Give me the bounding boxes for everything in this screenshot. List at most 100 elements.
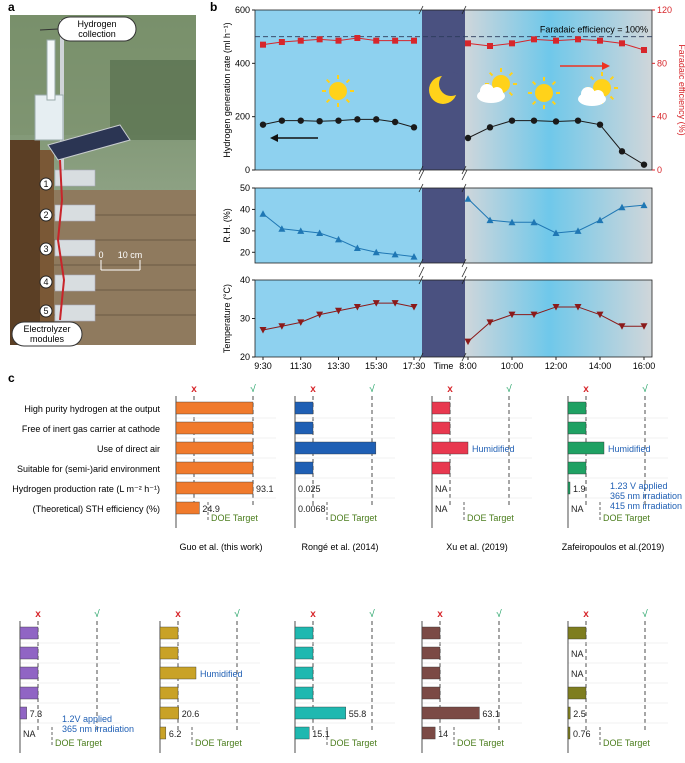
scale-zero: 0 xyxy=(98,250,103,260)
study-bar xyxy=(421,626,441,640)
x-tick-label: 17:30 xyxy=(403,361,426,370)
rh-chart-point xyxy=(297,227,305,234)
hydrogen-point xyxy=(618,148,626,155)
panel-c-comparison: c High purity hydrogen at the output Free… xyxy=(8,371,682,753)
temperature-chart-point xyxy=(574,303,582,311)
axis-break-mark xyxy=(461,258,467,268)
humidified-label: Humidified xyxy=(608,444,651,454)
module-5-label: 5 xyxy=(43,306,48,316)
note-label: 1.23 V applied xyxy=(610,481,668,491)
study-bar xyxy=(421,726,436,740)
axis-break-mark xyxy=(461,352,467,362)
study-bar xyxy=(19,626,39,640)
y2-tick-label: 40 xyxy=(657,112,667,122)
cloud-icon xyxy=(578,87,606,106)
study-bar xyxy=(159,706,179,720)
temperature-chart-point xyxy=(259,327,267,334)
faradaic-point xyxy=(392,37,399,44)
study-bar xyxy=(19,646,39,660)
electrolyzer-modules-callout xyxy=(11,321,83,347)
rh-chart-point xyxy=(530,218,538,226)
note-label: 415 nm irradiation xyxy=(610,501,682,511)
row-label: Use of direct air xyxy=(97,444,160,454)
study-bar xyxy=(431,421,451,435)
module-4-marker xyxy=(39,275,53,289)
cloud-icon xyxy=(477,84,505,103)
study-bar xyxy=(19,666,39,680)
rh-chart-point xyxy=(464,195,472,202)
temperature-chart-night-bg xyxy=(422,280,465,357)
temperature-chart-point xyxy=(508,311,516,319)
axis-break-mark xyxy=(461,275,467,285)
temperature-chart-point xyxy=(316,311,324,319)
faradaic-point xyxy=(373,37,380,44)
hydrogen-chart-ylabel: Hydrogen generation rate (ml h⁻¹) xyxy=(222,22,232,157)
study-bar xyxy=(421,706,480,720)
study-name: Zafeiropoulos et al.(2019) xyxy=(562,542,665,552)
y-tick-label: 600 xyxy=(235,5,250,15)
rh-chart-point xyxy=(552,229,560,236)
collection-beaker xyxy=(34,94,64,141)
fail-marker: x xyxy=(191,384,197,395)
hydrogen-point xyxy=(464,134,472,142)
hydrogen-point xyxy=(410,124,418,131)
hydrogen-point xyxy=(335,117,342,124)
fail-marker: x xyxy=(310,609,316,620)
temperature-chart-point xyxy=(335,307,342,315)
study-bar xyxy=(567,481,571,495)
doe-target-label: DOE Target xyxy=(603,513,650,523)
fail-marker: x xyxy=(35,609,41,620)
value-label: 63.1 xyxy=(482,709,500,719)
fail-marker: x xyxy=(175,609,181,620)
pass-marker: √ xyxy=(234,608,240,620)
temperature-chart-point xyxy=(552,303,560,311)
hydrogen-point xyxy=(640,161,648,168)
y2-tick-label: 80 xyxy=(657,58,667,68)
pass-marker: √ xyxy=(642,383,648,395)
study-bar xyxy=(567,421,587,435)
study-1: x √ 0.025 0.0068 DOE Target Rongé et al. (201… xyxy=(294,383,395,552)
y-tick-label: 400 xyxy=(235,58,250,68)
study-name: Xu et al. (2019) xyxy=(446,542,508,552)
temperature-chart-point xyxy=(486,319,494,326)
axis-break-mark xyxy=(418,165,424,175)
rh-chart-point xyxy=(410,253,418,260)
value-label: NA xyxy=(23,729,36,739)
study-bar xyxy=(567,706,571,720)
value-label: 93.1 xyxy=(256,484,274,494)
study-3: x √ Humidified 1.9 NA DOE Target 1.23 V applie… xyxy=(562,383,682,552)
study-bar xyxy=(175,441,254,455)
y-tick-label: 50 xyxy=(240,183,250,193)
hydrogen-point xyxy=(373,116,380,123)
temperature-chart: 20 30 40 Temperature (°C) xyxy=(222,275,653,362)
axis-break-mark xyxy=(461,183,467,193)
study-bar xyxy=(294,626,314,640)
rh-chart-point xyxy=(335,235,342,243)
hydrogen-point xyxy=(354,116,361,123)
fail-marker: x xyxy=(447,384,453,395)
pass-marker: √ xyxy=(369,608,375,620)
faradaic-point xyxy=(411,37,417,44)
value-label: 14 xyxy=(438,729,448,739)
study-bar xyxy=(431,461,451,475)
panel-c-letter: c xyxy=(8,371,15,385)
hydrogen-point xyxy=(259,121,267,128)
fail-marker: x xyxy=(583,384,589,395)
wooden-post xyxy=(10,140,40,345)
x-tick-label: 10:00 xyxy=(501,361,524,370)
row-label: Free of inert gas carrier at cathode xyxy=(22,424,160,434)
faradaic-point xyxy=(619,40,625,47)
note-label: 1.2V applied xyxy=(62,714,112,724)
value-label: NA xyxy=(571,669,584,679)
temperature-chart-day2-bg xyxy=(465,280,652,357)
faradaic-point xyxy=(335,37,342,44)
axis-break-mark xyxy=(461,266,468,278)
hydrogen-point xyxy=(391,118,399,126)
module-3-marker xyxy=(39,242,53,256)
study-bar xyxy=(567,726,571,740)
value-label: 55.8 xyxy=(349,709,367,719)
y2-tick-label: 0 xyxy=(657,165,662,175)
faradaic-point xyxy=(553,37,559,44)
